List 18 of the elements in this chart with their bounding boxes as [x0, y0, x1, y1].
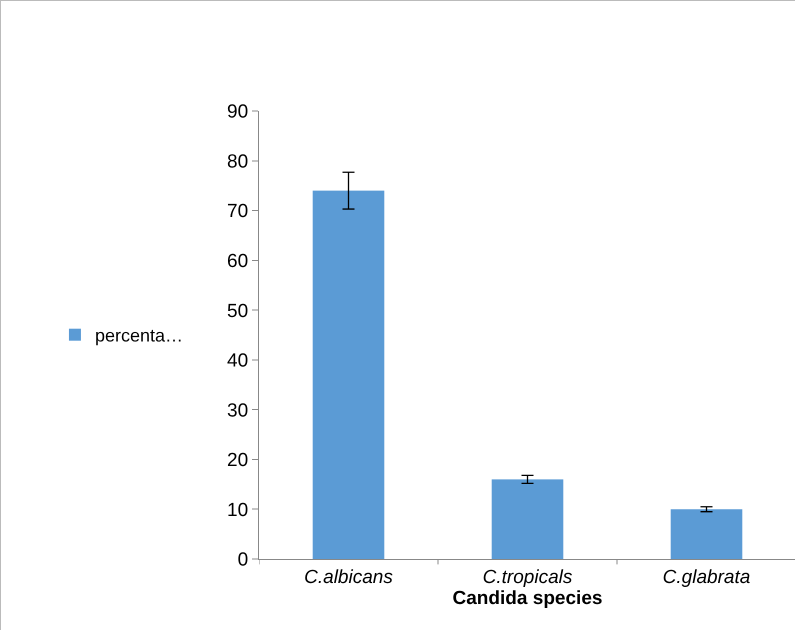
- y-tick-label: 10: [227, 500, 248, 521]
- x-tick-label: C.tropicals: [482, 566, 573, 588]
- bar: [492, 479, 564, 559]
- y-tick-label: 20: [227, 450, 248, 472]
- bar: [312, 190, 384, 559]
- bar: [670, 509, 742, 559]
- y-tick-label: 30: [227, 400, 248, 422]
- x-tick-label: C.albicans: [304, 566, 394, 588]
- y-tick-label: 90: [227, 102, 248, 123]
- y-tick-label: 80: [227, 151, 248, 172]
- y-tick-label: 40: [227, 350, 248, 372]
- y-tick-label: 60: [227, 250, 248, 272]
- y-tick-label: 50: [227, 300, 248, 322]
- x-tick-label: C.glabrata: [662, 566, 750, 588]
- x-axis-title: Candida species: [452, 588, 602, 609]
- legend-label: percenta…: [94, 326, 184, 346]
- y-tick-label: 70: [227, 201, 248, 222]
- y-tick-label: 0: [238, 550, 248, 571]
